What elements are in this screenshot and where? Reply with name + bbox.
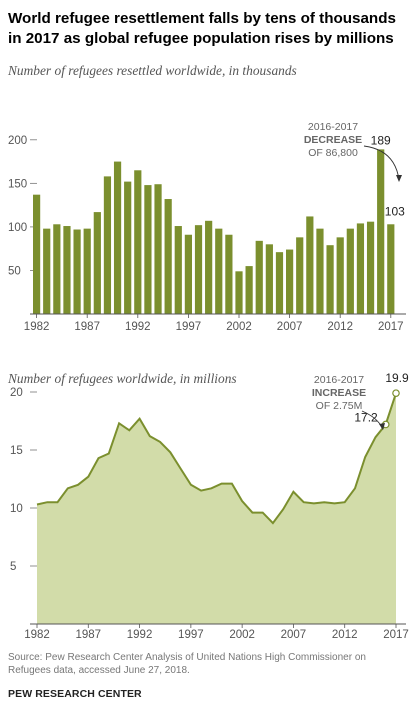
chart-title: World refugee resettlement falls by tens…	[8, 10, 396, 47]
bar-2007	[286, 249, 294, 314]
bar-2013	[346, 228, 354, 314]
bar-y-tick-label: 100	[8, 222, 27, 234]
bar-x-tick-label: 1987	[74, 321, 100, 333]
area-y-tick-label: 15	[10, 445, 23, 457]
bar-x-tick-label: 1992	[125, 321, 151, 333]
area-x-tick-label: 1982	[24, 629, 50, 641]
bar-2014	[356, 223, 365, 314]
bar-1992	[134, 170, 142, 314]
bar-1984	[53, 224, 61, 314]
bar-1982	[33, 194, 41, 314]
area-x-tick-label: 2002	[229, 629, 255, 641]
area-annotation-line3: OF 2.75M	[316, 400, 363, 412]
bar-1995	[164, 199, 172, 314]
bar-2015	[366, 221, 375, 314]
bar-1996	[174, 226, 182, 314]
area-x-tick-label: 2017	[383, 629, 409, 641]
bar-2010	[316, 228, 324, 314]
bar-y-tick-label: 50	[8, 265, 21, 277]
bar-1991	[124, 181, 132, 314]
bar-x-tick-label: 2002	[226, 321, 252, 333]
source-text: Source: Pew Research Center Analysis of …	[8, 652, 366, 676]
bar-x-tick-label: 2007	[277, 321, 303, 333]
bar-1988	[93, 212, 101, 314]
bar-1999	[205, 220, 213, 314]
area-y-tick-label: 10	[10, 503, 23, 515]
bar-2006	[275, 252, 284, 314]
bar-chart-subtitle: Number of refugees resettled worldwide, …	[8, 63, 297, 78]
area-x-tick-label: 1997	[178, 629, 204, 641]
bar-1983	[43, 228, 51, 314]
bar-2003	[245, 266, 253, 314]
bar-2002	[235, 271, 243, 314]
bar-data-label-2017: 103	[385, 204, 405, 218]
bar-y-tick-label: 200	[8, 135, 27, 147]
bar-2016	[377, 149, 385, 314]
area-annotation-line2: INCREASE	[312, 387, 366, 399]
bar-2008	[296, 237, 304, 314]
bar-2001	[225, 234, 233, 314]
bar-2012	[336, 237, 344, 314]
bar-1997	[184, 234, 192, 314]
area-fill	[37, 393, 396, 624]
area-x-tick-label: 1987	[75, 629, 101, 641]
bar-2004	[255, 240, 263, 314]
bar-1985	[63, 226, 71, 314]
bar-1987	[83, 228, 91, 314]
area-point-2017	[392, 389, 400, 397]
bar-annotation-line2: DECREASE	[304, 134, 362, 146]
area-annotation-line1: 2016-2017	[314, 374, 364, 386]
bar-annotation-line3: OF 86,800	[308, 147, 358, 159]
area-chart-subtitle: Number of refugees worldwide, in million…	[8, 371, 237, 386]
brand-logo-text: PEW RESEARCH CENTER	[8, 688, 142, 700]
area-annotation-arrowhead	[379, 423, 385, 430]
bar-1994	[154, 184, 162, 314]
bar-1986	[73, 229, 81, 314]
bar-x-tick-label: 2012	[327, 321, 353, 333]
area-line	[36, 392, 397, 525]
bar-1993	[144, 185, 152, 314]
bar-x-tick-label: 1982	[24, 321, 50, 333]
area-data-label-2017: 19.9	[385, 371, 409, 385]
bar-2017	[387, 224, 395, 314]
area-y-tick-label: 5	[10, 561, 16, 573]
bar-1998	[194, 225, 203, 314]
area-x-tick-label: 2012	[332, 629, 358, 641]
area-x-tick-label: 1992	[127, 629, 153, 641]
bar-2000	[215, 228, 223, 314]
source-note: Source: Pew Research Center Analysis of …	[8, 651, 408, 677]
area-data-label-2016: 17.2	[354, 410, 378, 424]
bar-x-tick-label: 1997	[176, 321, 202, 333]
bar-2005	[265, 244, 273, 314]
bar-y-tick-label: 150	[8, 178, 27, 190]
bar-annotation-line1: 2016-2017	[308, 121, 358, 133]
bar-2009	[306, 216, 314, 314]
area-y-tick-label: 20	[10, 387, 23, 399]
area-x-tick-label: 2007	[281, 629, 307, 641]
bar-1990	[113, 161, 122, 314]
bar-1989	[103, 176, 112, 314]
bar-2011	[326, 245, 334, 314]
bar-data-label-2016: 189	[371, 133, 391, 147]
bar-x-tick-label: 2017	[378, 321, 404, 333]
bar-annotation-arrowhead	[396, 175, 402, 182]
